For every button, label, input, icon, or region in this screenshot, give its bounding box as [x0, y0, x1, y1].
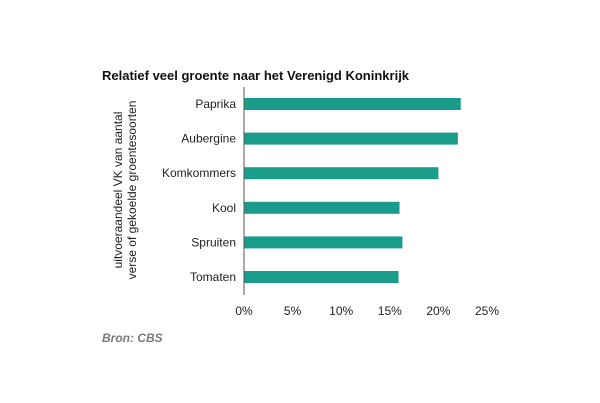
bars [244, 98, 461, 283]
bar-komkommers [244, 167, 439, 180]
bar-tomaten [244, 271, 399, 283]
x-tick-label: 25% [475, 304, 499, 318]
bar-kool [244, 201, 400, 214]
bar-spruiten [244, 236, 403, 249]
bar-aubergine [244, 132, 458, 145]
category-labels: Paprika Aubergine Komkommers Kool Spruiten To… [162, 97, 236, 284]
category-label-spruiten: Spruiten [191, 235, 236, 249]
category-label-paprika: Paprika [195, 97, 236, 111]
category-label-kool: Kool [212, 201, 236, 215]
y-axis-label: uitvoeraandeel VK van aantal verse of ge… [111, 101, 139, 280]
y-axis-label-line-2: verse of gekoelde groentesoorten [125, 101, 139, 280]
category-label-tomaten: Tomaten [190, 270, 236, 284]
x-tick-label: 10% [329, 304, 353, 318]
x-tick-label: 15% [378, 304, 402, 318]
x-axis-ticks: 0% 5% 10% 15% 20% 25% [235, 304, 499, 318]
bar-paprika [244, 98, 461, 110]
x-tick-label: 20% [426, 304, 450, 318]
y-axis-label-line-1: uitvoeraandeel VK van aantal [111, 112, 125, 269]
x-tick-label: 5% [284, 304, 302, 318]
source-note: Bron: CBS [102, 331, 163, 345]
category-label-aubergine: Aubergine [181, 132, 236, 146]
chart-title: Relatief veel groente naar het Verenigd … [102, 68, 410, 83]
category-label-komkommers: Komkommers [162, 166, 236, 180]
x-tick-label: 0% [235, 304, 253, 318]
